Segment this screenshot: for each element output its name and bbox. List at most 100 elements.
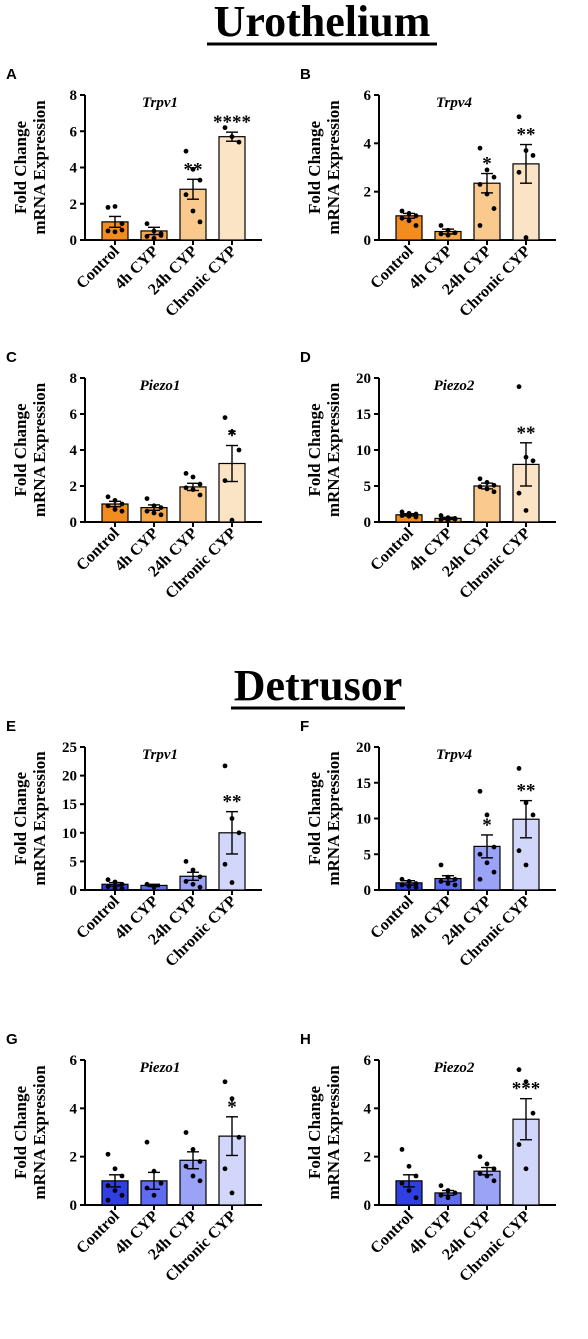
data-point [523, 1166, 529, 1172]
data-point [236, 830, 242, 836]
data-point [516, 848, 522, 854]
data-point [222, 1079, 228, 1085]
y-tick-label: 6 [364, 1053, 372, 1069]
data-point [197, 219, 203, 225]
data-point [144, 1139, 150, 1145]
data-point [112, 1188, 118, 1193]
significance-label: * [482, 815, 492, 836]
data-point [523, 235, 529, 240]
y-axis-label-line: mRNA Expression [324, 1065, 343, 1200]
data-point [523, 508, 529, 513]
y-tick-label: 15 [356, 407, 371, 423]
data-point [190, 474, 196, 480]
data-point [158, 505, 164, 510]
data-point [399, 1180, 405, 1186]
data-point [229, 517, 235, 523]
data-point [399, 208, 405, 214]
y-tick-label: 20 [356, 371, 371, 387]
data-point [229, 880, 235, 885]
data-point [119, 501, 125, 507]
y-axis-label-line: mRNA Expression [324, 100, 343, 235]
data-point [530, 812, 536, 818]
chart-title: Piezo2 [434, 378, 475, 394]
data-point [119, 508, 125, 514]
chart-title: Piezo2 [434, 1060, 475, 1076]
y-tick-label: 2 [70, 479, 78, 495]
data-point [413, 884, 419, 890]
data-point [183, 1163, 189, 1169]
y-tick-label: 0 [70, 233, 78, 249]
data-point [119, 227, 125, 233]
data-point [438, 223, 444, 228]
data-point [222, 861, 228, 867]
chart-title: Piezo1 [140, 1060, 181, 1076]
y-axis-label-line: Fold Change [305, 403, 324, 496]
data-point [516, 766, 522, 771]
y-tick-label: 6 [364, 88, 372, 104]
data-point [183, 148, 189, 154]
y-tick-label: 10 [356, 812, 371, 828]
data-point [144, 881, 150, 887]
chart-title: Trpv1 [142, 95, 178, 111]
y-axis-label: Fold ChangemRNA Expression [305, 382, 343, 517]
data-point [105, 503, 111, 509]
data-point [197, 492, 203, 498]
data-point [413, 1195, 419, 1201]
data-point [491, 206, 497, 211]
y-tick-label: 0 [364, 233, 372, 249]
chart-panel-f: F Trpv4 Fold ChangemRNA Expression 0 5 10 15 20… [300, 718, 556, 970]
y-axis-label: Fold ChangemRNA Expression [305, 1065, 343, 1200]
data-point [183, 471, 189, 476]
data-point [197, 884, 203, 890]
y-axis-label-line: Fold Change [11, 403, 30, 496]
y-tick-label: 4 [70, 443, 78, 459]
y-axis-label-line: mRNA Expression [324, 751, 343, 886]
data-point [406, 1163, 412, 1169]
data-point [445, 1195, 451, 1201]
y-axis-label: Fold ChangemRNA Expression [11, 1065, 49, 1200]
data-point [530, 458, 536, 464]
panel-letter: D [300, 349, 311, 366]
y-tick-label: 2 [364, 1150, 372, 1166]
y-tick-label: 2 [70, 1150, 78, 1166]
y-tick-label: 20 [62, 769, 77, 785]
panel-letter: E [6, 718, 16, 735]
data-point [151, 235, 157, 241]
data-point [158, 512, 164, 518]
y-axis-label-line: Fold Change [11, 772, 30, 865]
data-point [197, 1178, 203, 1184]
data-point [190, 1173, 196, 1179]
panel-letter: B [300, 66, 311, 83]
data-point [190, 881, 196, 887]
y-axis-label-line: Fold Change [11, 1086, 30, 1179]
data-point [236, 139, 242, 145]
data-point [477, 1154, 483, 1160]
data-point [144, 508, 150, 514]
data-point [236, 447, 242, 453]
data-point [112, 1166, 118, 1172]
data-point [112, 204, 118, 209]
data-point [523, 862, 529, 868]
y-tick-label: 0 [364, 1198, 372, 1214]
chart-title: Trpv4 [436, 95, 473, 111]
y-axis-label: Fold ChangemRNA Expression [11, 751, 49, 886]
y-tick-label: 2 [70, 197, 78, 213]
y-tick-label: 15 [356, 776, 371, 792]
data-point [190, 867, 196, 873]
data-point [406, 218, 412, 224]
y-tick-label: 10 [62, 826, 77, 842]
data-point [491, 174, 497, 180]
y-tick-label: 6 [70, 1053, 78, 1069]
chart-panel-d: D Piezo2 Fold ChangemRNA Expression 0 5 10 15 2… [300, 349, 556, 602]
data-point [438, 1183, 444, 1189]
data-point [516, 1142, 522, 1147]
data-point [190, 208, 196, 214]
y-tick-label: 8 [70, 371, 78, 387]
significance-label: ** [517, 423, 536, 444]
data-point [516, 169, 522, 175]
data-point [399, 215, 405, 221]
